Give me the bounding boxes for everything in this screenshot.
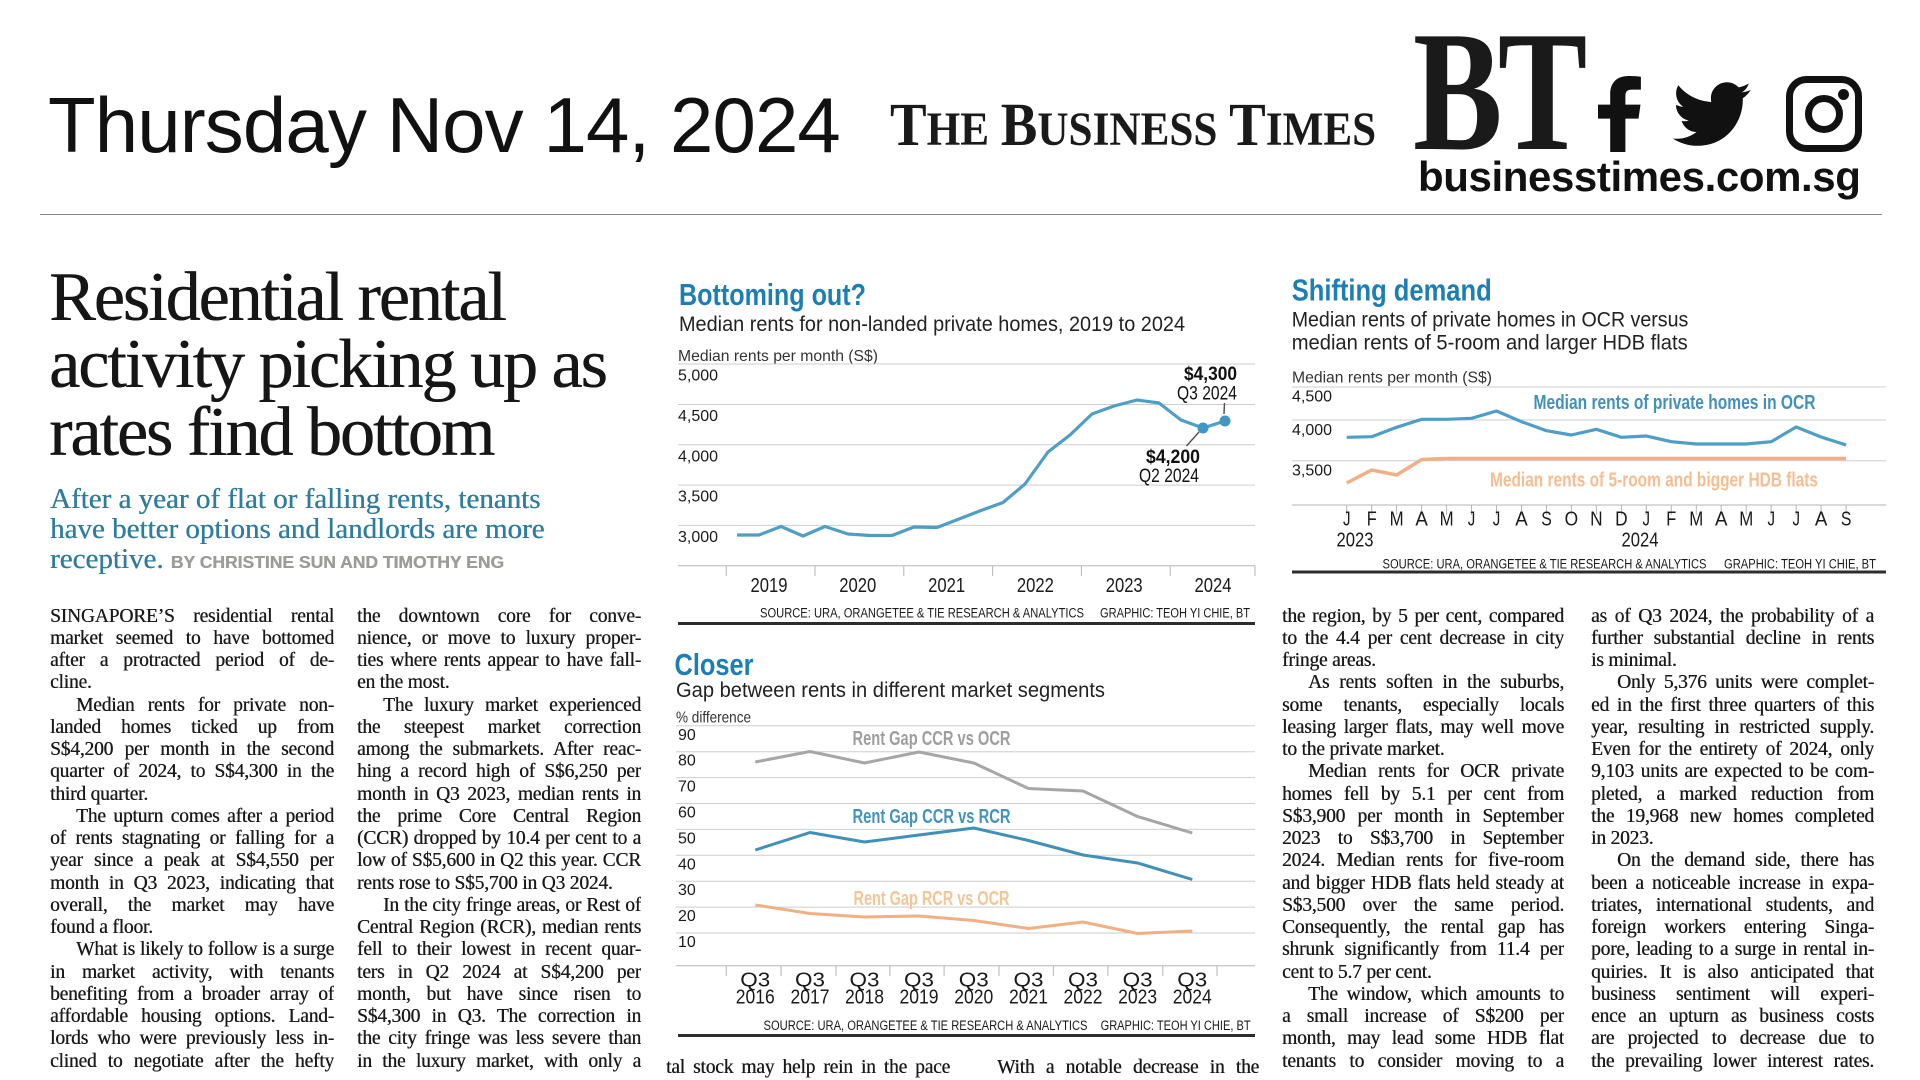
svg-text:GRAPHIC: TEOH YI CHIE, BT: GRAPHIC: TEOH YI CHIE, BT [1724,557,1876,572]
svg-text:2017: 2017 [791,986,830,1009]
svg-text:S: S [1841,508,1852,531]
svg-text:M: M [1440,508,1454,531]
svg-text:Rent Gap RCR vs OCR: Rent Gap RCR vs OCR [854,887,1010,910]
svg-text:F: F [1367,508,1377,531]
svg-text:5,000: 5,000 [678,368,718,385]
svg-text:Bottoming out?: Bottoming out? [679,277,866,312]
svg-text:Median rents of private homes: Median rents of private homes in OCR [1534,391,1816,414]
svg-text:$4,300: $4,300 [1184,364,1237,385]
svg-text:A: A [1415,508,1428,531]
svg-text:Q3: Q3 [1177,969,1207,992]
svg-text:4,500: 4,500 [1292,389,1332,406]
svg-text:S: S [1541,508,1552,531]
svg-text:4,000: 4,000 [678,448,718,465]
svg-text:4,500: 4,500 [678,408,718,425]
svg-text:Closer: Closer [675,647,754,682]
svg-text:GRAPHIC: TEOH YI CHIE, BT: GRAPHIC: TEOH YI CHIE, BT [1101,1018,1251,1033]
svg-text:Q3: Q3 [850,969,880,992]
svg-text:2022: 2022 [1017,574,1054,597]
svg-text:Median rents per month (S$): Median rents per month (S$) [678,348,878,365]
svg-text:2023: 2023 [1118,986,1157,1009]
svg-text:Q3: Q3 [1068,969,1098,992]
svg-text:N: N [1590,508,1603,531]
svg-text:Median rents of private homes: Median rents of private homes in OCR ver… [1292,308,1689,331]
svg-text:J: J [1493,508,1501,531]
svg-text:3,500: 3,500 [1292,463,1332,480]
svg-text:60: 60 [678,805,696,822]
svg-text:2023: 2023 [1106,574,1143,597]
svg-text:J: J [1767,508,1775,531]
svg-text:2024: 2024 [1622,529,1659,552]
svg-text:2016: 2016 [736,986,775,1009]
svg-text:Q3: Q3 [904,969,934,992]
svg-text:2024: 2024 [1195,574,1232,597]
svg-text:20: 20 [678,908,696,925]
svg-text:SOURCE: URA, ORANGETEE & TIE R: SOURCE: URA, ORANGETEE & TIE RESEARCH & … [1383,557,1707,572]
svg-text:SOURCE: URA, ORANGETEE & TIE R: SOURCE: URA, ORANGETEE & TIE RESEARCH & … [764,1018,1088,1033]
svg-text:80: 80 [678,753,696,770]
svg-text:Q3: Q3 [1123,969,1153,992]
svg-text:Rent Gap CCR vs RCR: Rent Gap CCR vs RCR [853,805,1011,828]
svg-text:Shifting demand: Shifting demand [1292,273,1492,308]
svg-text:O: O [1565,508,1579,531]
svg-text:50: 50 [678,830,696,847]
svg-text:M: M [1689,508,1703,531]
svg-text:2019: 2019 [751,574,788,597]
svg-text:Rent Gap CCR vs OCR: Rent Gap CCR vs OCR [853,727,1011,750]
svg-text:M: M [1390,508,1404,531]
svg-text:J: J [1643,508,1651,531]
svg-text:$4,200: $4,200 [1146,447,1200,468]
svg-text:70: 70 [678,779,696,796]
svg-text:10: 10 [678,934,696,951]
svg-text:Median rents of 5-room and big: Median rents of 5-room and bigger HDB fl… [1490,468,1818,491]
svg-text:J: J [1343,508,1351,531]
svg-text:Q3: Q3 [795,969,825,992]
svg-text:2022: 2022 [1064,986,1103,1009]
svg-text:J: J [1792,508,1800,531]
svg-text:M: M [1739,508,1753,531]
svg-text:Q3: Q3 [959,969,989,992]
svg-text:90: 90 [678,727,696,744]
svg-text:40: 40 [678,856,696,873]
svg-text:median rents of 5-room and lar: median rents of 5-room and larger HDB fl… [1292,332,1688,355]
svg-text:2021: 2021 [1009,986,1048,1009]
svg-text:Q3: Q3 [740,969,770,992]
svg-text:F: F [1666,508,1676,531]
svg-text:3,500: 3,500 [678,489,718,506]
svg-text:Median rents per month (S$): Median rents per month (S$) [1292,370,1492,387]
svg-text:Q2 2024: Q2 2024 [1139,466,1199,487]
svg-text:2018: 2018 [845,986,884,1009]
svg-text:2023: 2023 [1337,529,1374,552]
svg-text:A: A [1515,508,1528,531]
svg-text:Q3 2024: Q3 2024 [1177,384,1237,405]
svg-text:Q3: Q3 [1014,969,1044,992]
svg-text:% difference: % difference [676,710,751,727]
svg-text:A: A [1715,508,1728,531]
svg-text:2021: 2021 [928,574,965,597]
svg-text:Median rents for non-landed pr: Median rents for non-landed private home… [679,313,1185,336]
svg-text:3,000: 3,000 [678,529,718,546]
svg-text:GRAPHIC: TEOH YI CHIE, BT: GRAPHIC: TEOH YI CHIE, BT [1100,606,1250,621]
svg-text:2020: 2020 [954,986,993,1009]
svg-text:Gap between rents in different: Gap between rents in different market se… [676,679,1105,702]
svg-text:2019: 2019 [900,986,939,1009]
svg-text:30: 30 [678,882,696,899]
svg-text:SOURCE: URA, ORANGETEE & TIE R: SOURCE: URA, ORANGETEE & TIE RESEARCH & … [760,606,1084,621]
svg-text:A: A [1815,508,1828,531]
svg-text:4,000: 4,000 [1292,422,1332,439]
svg-text:J: J [1468,508,1476,531]
svg-text:D: D [1615,508,1628,531]
svg-text:2020: 2020 [839,574,876,597]
svg-text:2024: 2024 [1173,986,1212,1009]
